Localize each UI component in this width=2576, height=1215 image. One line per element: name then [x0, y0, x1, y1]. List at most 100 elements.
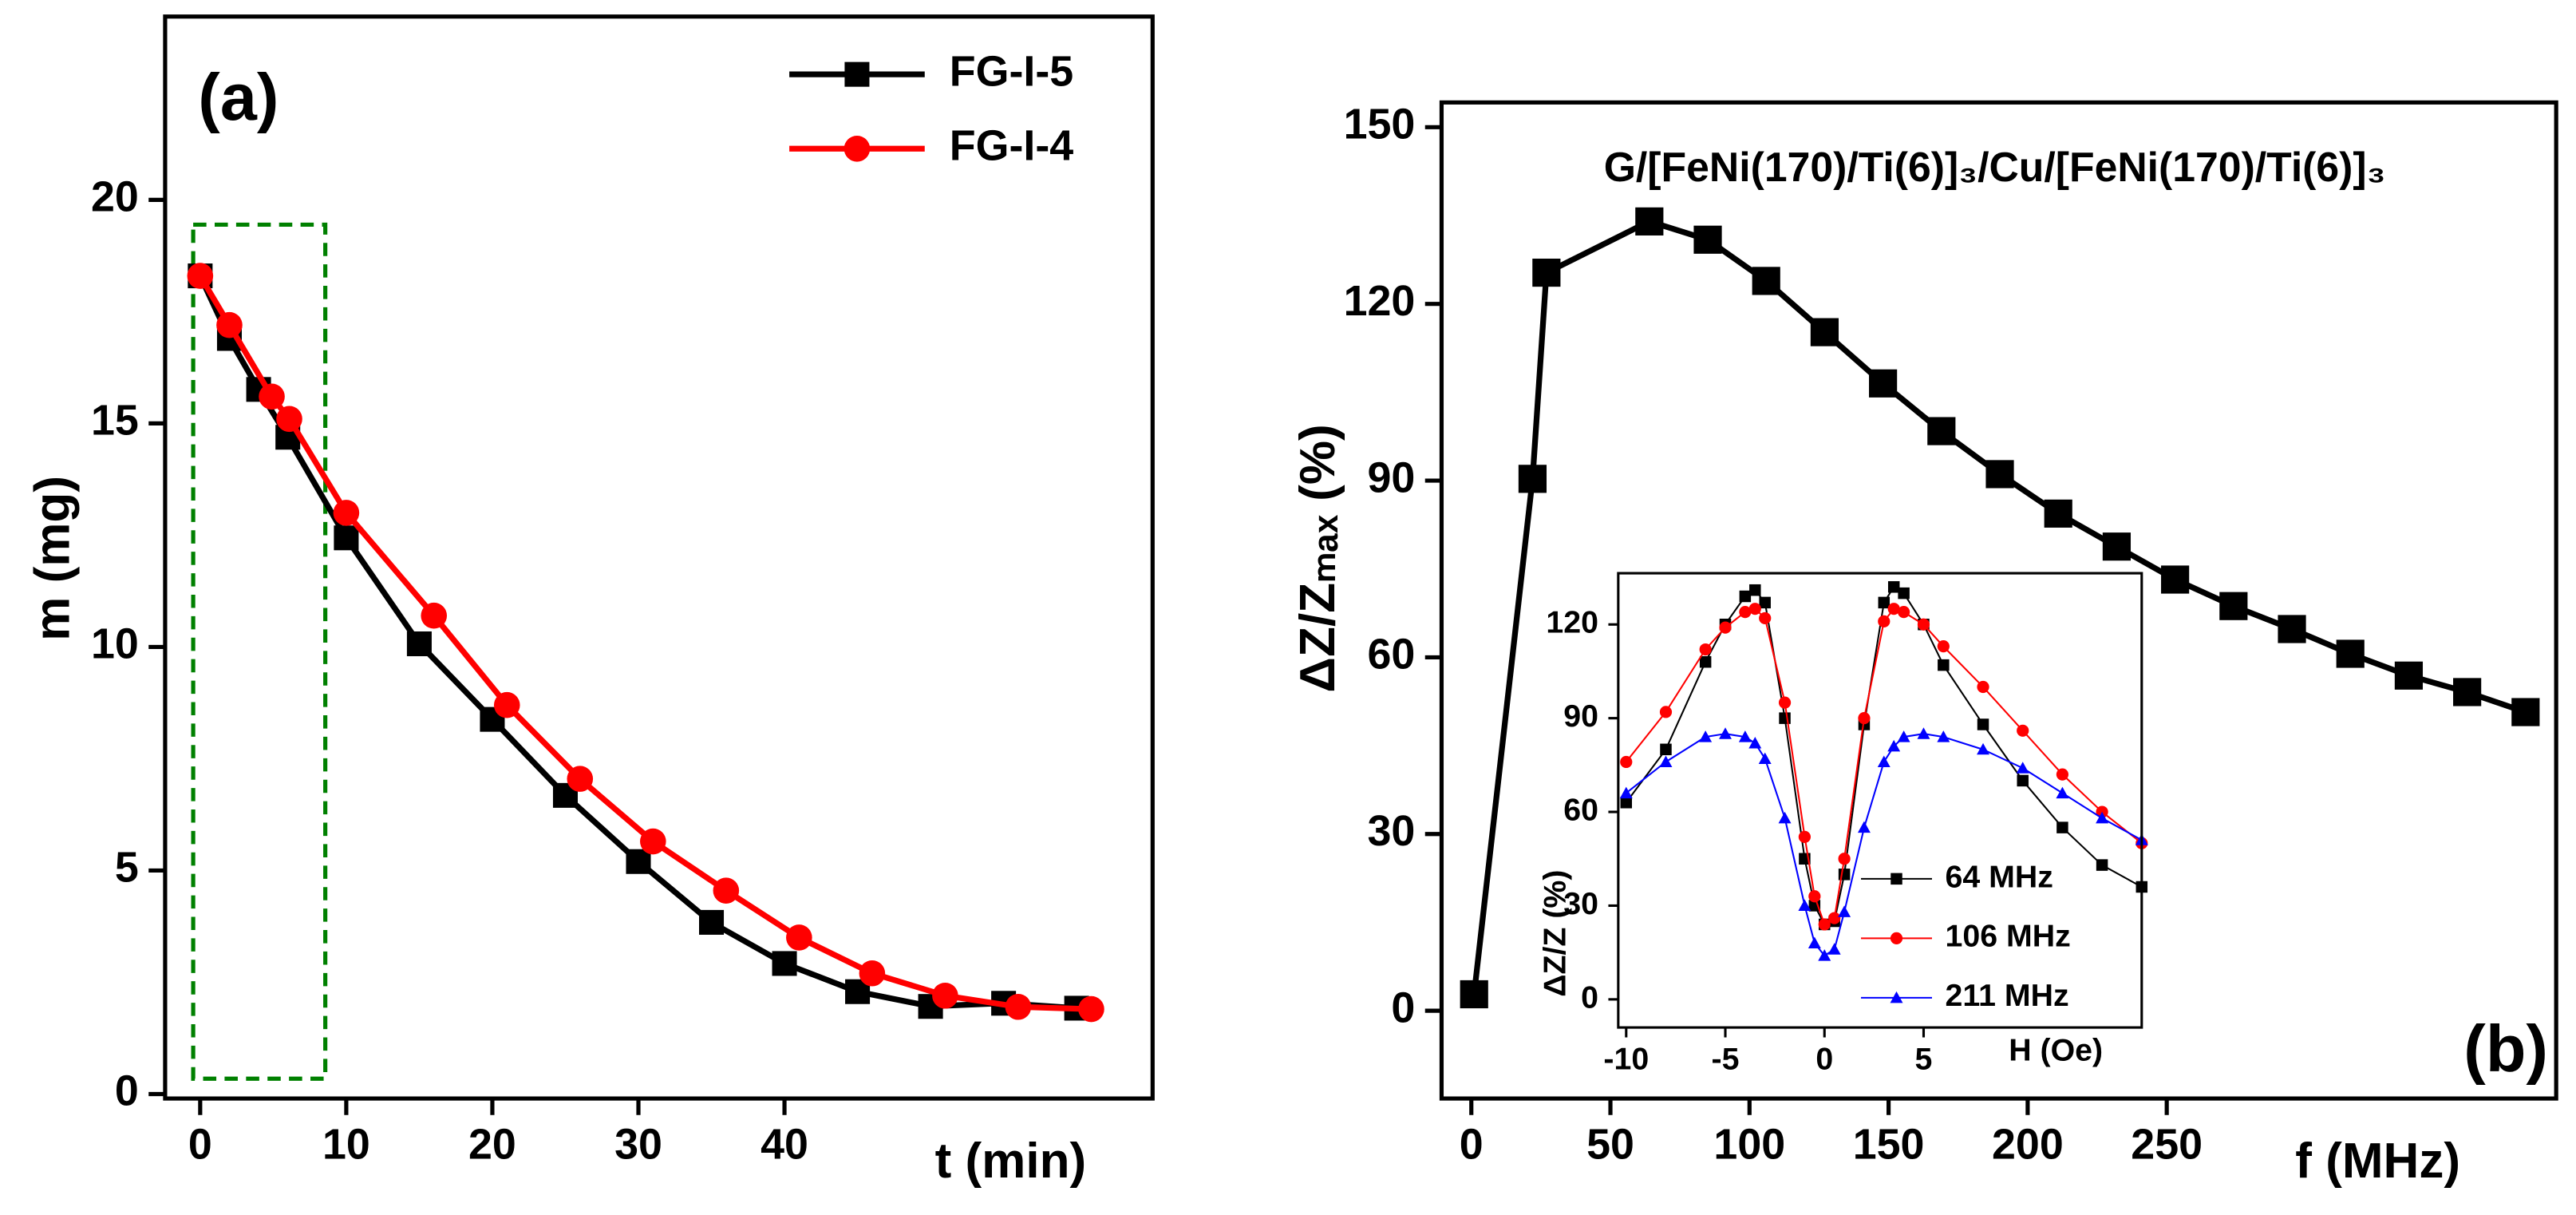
marker [2044, 499, 2072, 528]
marker [333, 500, 360, 526]
y-axis-label: ΔZ/Z (%) [1538, 870, 1573, 997]
x-tick-label: -10 [1603, 1041, 1649, 1076]
x-tick-label: 5 [1915, 1041, 1933, 1076]
marker [1759, 611, 1772, 625]
marker [1779, 712, 1791, 724]
legend-marker [844, 135, 871, 162]
marker [1005, 993, 1032, 1020]
marker [2017, 724, 2029, 737]
marker [1818, 949, 1831, 961]
axes-frame [1617, 572, 2143, 1029]
marker [713, 877, 740, 904]
x-tick-label: 250 [2131, 1120, 2203, 1168]
y-tick-label: 5 [115, 844, 139, 892]
marker [2016, 762, 2029, 774]
marker [2219, 592, 2248, 620]
marker [640, 828, 666, 855]
axes-frame [163, 14, 1155, 1101]
marker [2394, 661, 2424, 690]
marker [1748, 736, 1762, 749]
marker [2056, 821, 2068, 833]
x-tick-label: 100 [1713, 1120, 1785, 1168]
marker [1693, 225, 1722, 254]
marker [1749, 584, 1761, 596]
marker [1878, 615, 1891, 627]
x-axis-label: t (min) [935, 1134, 1087, 1189]
marker [2336, 639, 2365, 668]
marker [1977, 718, 1989, 730]
marker [1699, 655, 1712, 668]
marker [1838, 905, 1851, 917]
legend-label: 64 MHz [1946, 859, 2053, 894]
marker [1659, 755, 1673, 767]
legend-label: 211 MHz [1946, 978, 2069, 1013]
marker [1620, 755, 1633, 769]
marker [216, 311, 243, 338]
y-tick-label: 30 [1367, 807, 1415, 855]
marker [1887, 739, 1901, 752]
marker [406, 631, 432, 657]
marker [1719, 727, 1732, 739]
marker [2017, 774, 2029, 787]
x-tick-label: 20 [468, 1120, 516, 1168]
y-tick-label: 90 [1563, 699, 1598, 734]
x-tick-label: 40 [761, 1120, 808, 1168]
marker [1808, 936, 1821, 948]
y-tick-label: 0 [1391, 983, 1415, 1031]
marker [1810, 318, 1839, 346]
x-tick-label: 0 [1460, 1120, 1484, 1168]
x-tick-label: 150 [1853, 1120, 1925, 1168]
marker [1937, 730, 1950, 742]
marker [1699, 730, 1713, 742]
marker [1532, 258, 1561, 287]
y-axis-label: ΔZ/Zₘₐₓ (%) [1290, 424, 1345, 692]
marker [2096, 859, 2108, 871]
y-tick-label: 15 [91, 397, 139, 445]
y-tick-label: 10 [91, 620, 139, 668]
legend-marker [1890, 932, 1903, 944]
legend-label: FG-I-5 [950, 47, 1073, 95]
highlight-box [191, 222, 328, 1081]
legend-marker [1890, 991, 1903, 1003]
marker [1078, 995, 1104, 1023]
marker [567, 766, 594, 792]
marker [1887, 581, 1900, 593]
y-tick-label: 60 [1367, 631, 1415, 679]
marker [2453, 678, 2482, 706]
panel-label: (b) [2463, 1011, 2548, 1086]
marker [1827, 943, 1841, 955]
marker [1917, 727, 1930, 739]
marker [1857, 821, 1871, 833]
marker [1798, 899, 1811, 911]
marker [1699, 643, 1712, 656]
legend-marker [1891, 873, 1902, 885]
marker [1798, 830, 1811, 843]
marker [1748, 603, 1761, 615]
y-tick-label: 20 [91, 173, 139, 221]
marker [1938, 659, 1950, 671]
marker [259, 383, 285, 410]
marker [1877, 755, 1891, 767]
y-tick-label: 90 [1367, 453, 1415, 501]
y-tick-label: 0 [115, 1067, 139, 1115]
marker [2056, 786, 2069, 799]
marker [1869, 369, 1898, 398]
marker [1778, 811, 1792, 824]
marker [1752, 267, 1780, 295]
x-tick-label: -5 [1712, 1041, 1740, 1076]
legend-marker [844, 61, 870, 87]
marker [772, 951, 797, 976]
marker [1808, 890, 1821, 903]
x-tick-label: 0 [188, 1120, 212, 1168]
y-tick-label: 60 [1563, 792, 1598, 827]
y-axis-label: m (mg) [26, 476, 81, 641]
y-tick-label: 0 [1581, 980, 1598, 1015]
marker [1858, 712, 1871, 725]
marker [1838, 853, 1851, 865]
marker [1660, 743, 1672, 756]
marker [1739, 590, 1752, 603]
marker [626, 849, 651, 874]
marker [1518, 465, 1547, 493]
marker [786, 924, 812, 951]
